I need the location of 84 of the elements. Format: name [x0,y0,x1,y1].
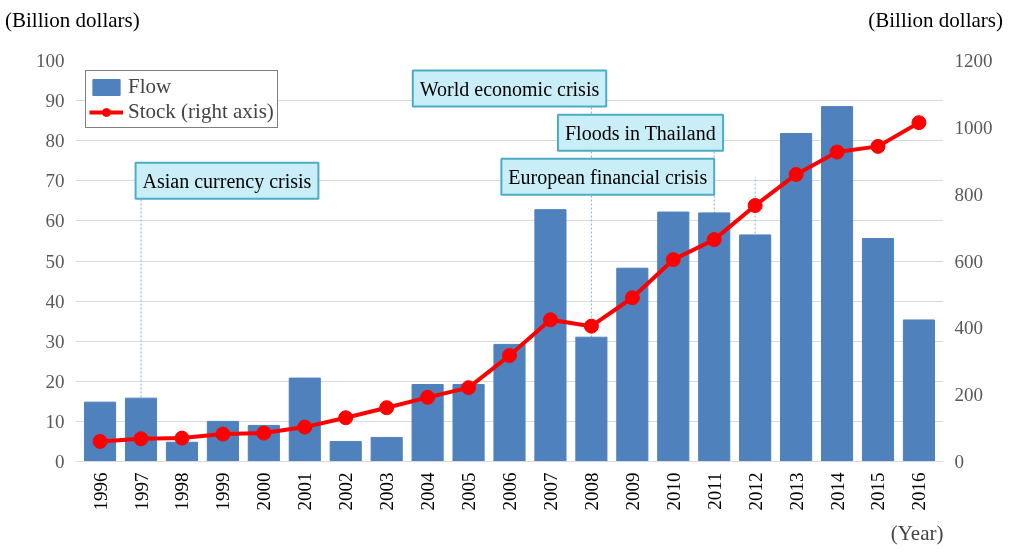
bar [820,106,854,462]
ref-line-label: Asian currency crisis [142,169,312,193]
ref-line-label: Floods in Thailand [564,121,716,144]
point [502,348,517,364]
x-tick-label: 2011 [703,472,725,510]
point [297,419,313,435]
y-axis-title: (Billion dollars) [5,7,140,34]
x-tick-label: 2004 [417,472,439,511]
y-tick-label: 50 [45,250,65,272]
x-tick-label: 2008 [580,472,602,511]
bar [780,132,813,462]
legend-label: Flow [128,74,172,99]
x-tick-label: 1998 [171,472,193,511]
y2-tick-label: 400 [954,317,983,339]
y2-axis-title: (Billion dollars) [868,7,1003,34]
x-tick-label: 2009 [621,472,643,511]
bar [902,319,935,462]
bar [575,336,608,462]
y2-tick-label: 200 [954,384,983,406]
x-tick-label: 2006 [499,472,520,511]
point [379,400,395,416]
bar [370,436,403,462]
x-tick-label: 1997 [130,472,152,511]
x-tick-label: 2015 [867,472,889,511]
point [338,410,354,426]
bar [493,343,526,462]
point [542,312,558,328]
y-tick-label: 20 [45,370,65,392]
ref-line-label: World economic crisis [419,77,600,100]
point [420,389,436,405]
bar [534,209,567,462]
point [133,431,149,447]
x-tick-label: 2003 [376,472,398,511]
x-tick-label: 2010 [662,472,684,511]
point [829,144,845,160]
bar [165,441,199,462]
point [870,138,886,154]
x-tick-label: 2014 [826,472,848,511]
bar [452,384,485,462]
y-tick-label: 90 [45,90,65,112]
y-tick-label: 0 [55,451,65,472]
y-tick-label: 80 [45,130,65,152]
y-tick-label: 100 [36,50,65,71]
bar [698,212,731,462]
y-tick-label: 70 [45,170,65,192]
point [665,252,681,268]
y2-tick-label: 1000 [954,116,993,138]
point [92,433,108,449]
y2-tick-label: 600 [954,250,983,272]
point [911,115,927,131]
bar [657,211,690,462]
ref-line-label: European financial crisis [508,165,708,189]
bar [739,234,772,462]
point [706,232,722,248]
x-tick-label: 2001 [294,472,316,511]
x-tick-label: 2002 [335,472,357,511]
point [788,166,804,182]
x-axis-title: (Year) [890,520,944,545]
y2-tick-label: 0 [954,451,964,472]
x-tick-label: 1999 [212,472,234,511]
x-tick-label: 2005 [458,472,480,511]
y-tick-label: 10 [45,410,65,432]
y-tick-label: 60 [45,210,65,232]
point [174,430,190,446]
point [624,290,640,306]
x-tick-label: 2000 [253,472,275,511]
x-tick-label: 2007 [539,472,561,511]
bar [288,377,321,462]
point [747,198,763,214]
y-tick-label: 40 [45,290,65,312]
point [461,380,477,396]
y2-tick-label: 1200 [954,50,993,71]
point [256,425,272,441]
x-tick-label: 2013 [785,472,807,511]
x-tick-label: 1996 [89,472,111,511]
bar [861,238,895,462]
x-tick-label: 2016 [908,472,930,511]
legend-label: Stock (right axis) [128,99,274,124]
bar [616,267,649,462]
point [583,318,599,334]
y-tick-label: 30 [45,330,65,352]
y2-tick-label: 800 [954,183,983,205]
bar [329,440,362,462]
x-tick-label: 2012 [744,472,766,511]
